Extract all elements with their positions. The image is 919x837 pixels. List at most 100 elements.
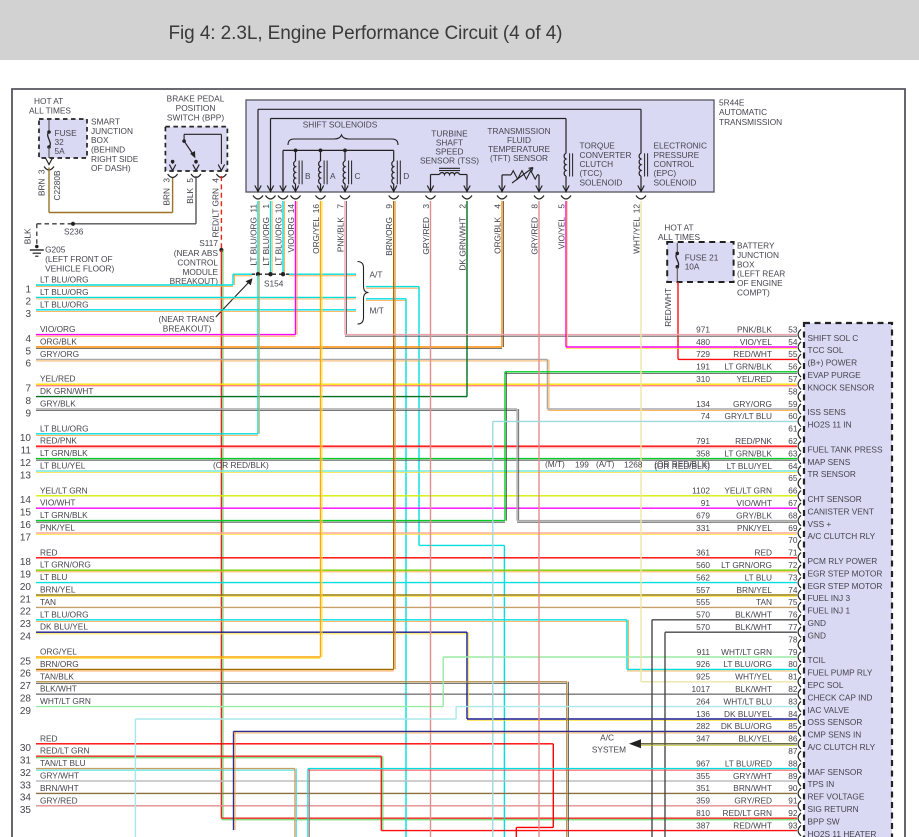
svg-text:(OR RED/BLK): (OR RED/BLK) xyxy=(213,460,269,470)
svg-text:30: 30 xyxy=(20,743,32,754)
svg-text:570: 570 xyxy=(696,622,710,632)
svg-text:191: 191 xyxy=(696,362,710,372)
svg-text:EGR STEP MOTOR: EGR STEP MOTOR xyxy=(808,581,883,591)
svg-text:9: 9 xyxy=(384,204,394,209)
svg-text:TCC SOL: TCC SOL xyxy=(808,345,844,355)
svg-text:SOLENOID: SOLENOID xyxy=(654,177,697,187)
svg-text:555: 555 xyxy=(696,597,710,607)
svg-text:(TCC): (TCC) xyxy=(580,168,603,178)
svg-text:WHT/LT GRN: WHT/LT GRN xyxy=(40,696,91,706)
svg-text:SHIFT SOLENOIDS: SHIFT SOLENOIDS xyxy=(303,120,378,130)
svg-text:11: 11 xyxy=(248,204,258,213)
svg-text:10: 10 xyxy=(273,204,283,214)
svg-text:791: 791 xyxy=(696,436,710,446)
svg-text:BRN/ORG: BRN/ORG xyxy=(40,659,79,669)
svg-text:POSITION: POSITION xyxy=(176,103,216,113)
svg-text:EPC SOL: EPC SOL xyxy=(808,680,844,690)
svg-text:CHT SENSOR: CHT SENSOR xyxy=(808,494,862,504)
svg-text:JUNCTION: JUNCTION xyxy=(91,126,133,136)
svg-text:65: 65 xyxy=(788,473,798,483)
svg-text:GRY/RED: GRY/RED xyxy=(40,795,78,805)
svg-text:BRN/ORG: BRN/ORG xyxy=(384,217,394,256)
svg-text:5: 5 xyxy=(185,178,195,183)
svg-text:SMART: SMART xyxy=(91,117,120,127)
svg-text:BREAKOUT): BREAKOUT) xyxy=(170,276,219,286)
svg-text:HO2S 11 HEATER: HO2S 11 HEATER xyxy=(808,829,877,837)
svg-text:17: 17 xyxy=(20,532,32,543)
svg-text:LT GRN/ORG: LT GRN/ORG xyxy=(721,560,772,570)
svg-text:LT BLU/ORG: LT BLU/ORG xyxy=(248,217,258,266)
svg-text:35: 35 xyxy=(20,805,32,816)
svg-text:MAF SENSOR: MAF SENSOR xyxy=(808,767,863,777)
svg-text:HO2S 11 IN: HO2S 11 IN xyxy=(808,420,852,430)
svg-text:GRY/RED: GRY/RED xyxy=(421,217,431,255)
svg-text:(OR RED/BLK): (OR RED/BLK) xyxy=(654,459,710,469)
svg-text:351: 351 xyxy=(696,783,710,793)
svg-text:136: 136 xyxy=(696,709,710,719)
svg-text:361: 361 xyxy=(696,548,710,558)
svg-text:DK BLU/ORG: DK BLU/ORG xyxy=(721,721,772,731)
svg-text:10A: 10A xyxy=(685,262,700,272)
svg-text:LT BLU/ORG: LT BLU/ORG xyxy=(273,217,283,266)
svg-text:3: 3 xyxy=(421,204,431,209)
svg-text:LT GRN/BLK: LT GRN/BLK xyxy=(40,448,88,458)
svg-text:IAC VALVE: IAC VALVE xyxy=(808,705,850,715)
svg-text:83: 83 xyxy=(788,696,798,706)
svg-text:1017: 1017 xyxy=(692,684,711,694)
svg-text:66: 66 xyxy=(788,486,798,496)
svg-text:34: 34 xyxy=(20,793,32,804)
svg-text:RED/WHT: RED/WHT xyxy=(663,288,673,327)
svg-text:VSS +: VSS + xyxy=(808,519,832,529)
svg-text:VIO/YEL: VIO/YEL xyxy=(740,337,773,347)
svg-text:BRN/WHT: BRN/WHT xyxy=(733,783,772,793)
svg-text:MODULE: MODULE xyxy=(183,267,219,277)
svg-text:PCM RLY POWER: PCM RLY POWER xyxy=(808,556,878,566)
svg-text:80: 80 xyxy=(788,659,798,669)
svg-text:LT BLU/ORG: LT BLU/ORG xyxy=(40,609,89,619)
svg-text:76: 76 xyxy=(788,610,798,620)
svg-text:TR SENSOR: TR SENSOR xyxy=(808,469,856,479)
svg-text:77: 77 xyxy=(788,622,798,632)
svg-text:57: 57 xyxy=(788,374,798,384)
svg-text:HOT AT: HOT AT xyxy=(34,96,63,106)
svg-text:DK BLU/YEL: DK BLU/YEL xyxy=(40,622,88,632)
svg-text:TAN/LT BLU: TAN/LT BLU xyxy=(40,758,86,768)
svg-text:62: 62 xyxy=(788,436,798,446)
svg-text:LT BLU/ORG: LT BLU/ORG xyxy=(261,217,271,266)
svg-text:53: 53 xyxy=(788,324,798,334)
svg-text:86: 86 xyxy=(788,734,798,744)
svg-text:YEL/RED: YEL/RED xyxy=(40,374,76,384)
svg-text:GRY/LT BLU: GRY/LT BLU xyxy=(725,411,773,421)
svg-text:BRN/YEL: BRN/YEL xyxy=(736,585,772,595)
svg-text:480: 480 xyxy=(696,337,710,347)
svg-text:C2280B: C2280B xyxy=(52,170,62,200)
svg-text:6: 6 xyxy=(25,359,31,370)
svg-text:562: 562 xyxy=(696,572,710,582)
svg-text:87: 87 xyxy=(788,746,798,756)
svg-text:BOX: BOX xyxy=(91,135,109,145)
svg-text:D: D xyxy=(403,171,409,181)
svg-text:19: 19 xyxy=(20,570,32,581)
svg-text:REF VOLTAGE: REF VOLTAGE xyxy=(808,792,865,802)
svg-text:8: 8 xyxy=(529,204,539,209)
svg-text:TRANSMISSION: TRANSMISSION xyxy=(487,126,550,136)
svg-text:79: 79 xyxy=(788,647,798,657)
svg-text:RED: RED xyxy=(754,548,772,558)
svg-text:88: 88 xyxy=(788,758,798,768)
svg-text:VIO/YEL: VIO/YEL xyxy=(556,217,566,250)
svg-text:331: 331 xyxy=(696,523,710,533)
svg-text:264: 264 xyxy=(696,696,710,706)
svg-text:63: 63 xyxy=(788,448,798,458)
svg-text:967: 967 xyxy=(696,758,710,768)
svg-text:FUSE: FUSE xyxy=(55,128,78,138)
svg-text:MAP SENS: MAP SENS xyxy=(808,457,851,467)
svg-text:SPEED: SPEED xyxy=(435,147,463,157)
svg-text:(LEFT FRONT OF: (LEFT FRONT OF xyxy=(45,254,112,264)
svg-text:GND: GND xyxy=(808,618,826,628)
svg-text:TAN: TAN xyxy=(40,597,56,607)
svg-text:93: 93 xyxy=(788,820,798,830)
svg-text:GRY/BLK: GRY/BLK xyxy=(40,399,76,409)
svg-text:KNOCK SENSOR: KNOCK SENSOR xyxy=(808,382,875,392)
svg-text:71: 71 xyxy=(788,548,798,558)
svg-text:FUEL INJ 3: FUEL INJ 3 xyxy=(808,593,851,603)
